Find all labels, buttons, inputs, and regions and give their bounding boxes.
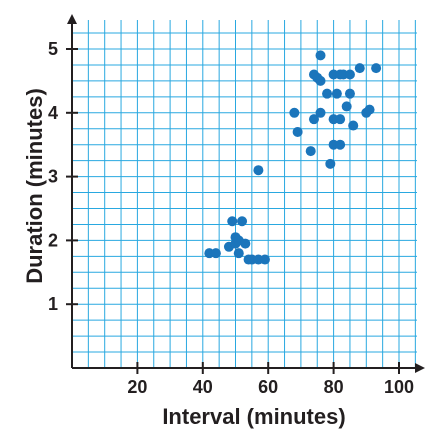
- y-axis-arrowhead: [67, 14, 77, 24]
- x-axis-title: Interval (minutes): [162, 404, 345, 429]
- data-point: [364, 104, 375, 115]
- data-point: [371, 63, 382, 74]
- grid: [72, 20, 417, 368]
- data-point: [233, 248, 244, 259]
- data-point: [237, 216, 248, 227]
- data-point: [348, 120, 359, 131]
- data-point: [227, 216, 238, 227]
- y-tick-label: 4: [48, 103, 58, 123]
- y-tick-label: 5: [48, 39, 58, 59]
- data-points: [204, 50, 382, 265]
- data-point: [341, 101, 352, 112]
- data-point: [315, 75, 326, 86]
- data-point: [335, 139, 346, 150]
- data-point: [315, 50, 326, 61]
- data-point: [308, 114, 319, 125]
- data-point: [344, 88, 355, 99]
- data-point: [210, 248, 221, 259]
- data-point: [354, 63, 365, 74]
- data-point: [292, 126, 303, 137]
- data-point: [335, 114, 346, 125]
- tick-labels: 20 40 60 80 100 1 2 3 4 5: [48, 39, 414, 397]
- x-tick-label: 40: [193, 377, 213, 397]
- data-point: [344, 69, 355, 80]
- y-tick-label: 2: [48, 230, 58, 250]
- data-point: [325, 158, 336, 169]
- y-axis-title: Duration (minutes): [22, 88, 47, 284]
- data-point: [289, 107, 300, 118]
- axes: [66, 14, 425, 374]
- y-tick-label: 1: [48, 294, 58, 314]
- x-axis-arrowhead: [415, 363, 425, 373]
- data-point: [322, 88, 333, 99]
- y-tick-label: 3: [48, 167, 58, 187]
- data-point: [253, 165, 264, 176]
- data-point: [331, 88, 342, 99]
- data-point: [240, 238, 251, 249]
- x-tick-label: 80: [324, 377, 344, 397]
- x-tick-label: 100: [384, 377, 414, 397]
- x-tick-label: 20: [127, 377, 147, 397]
- data-point: [259, 254, 270, 265]
- data-point: [315, 107, 326, 118]
- x-tick-label: 60: [258, 377, 278, 397]
- data-point: [305, 146, 316, 157]
